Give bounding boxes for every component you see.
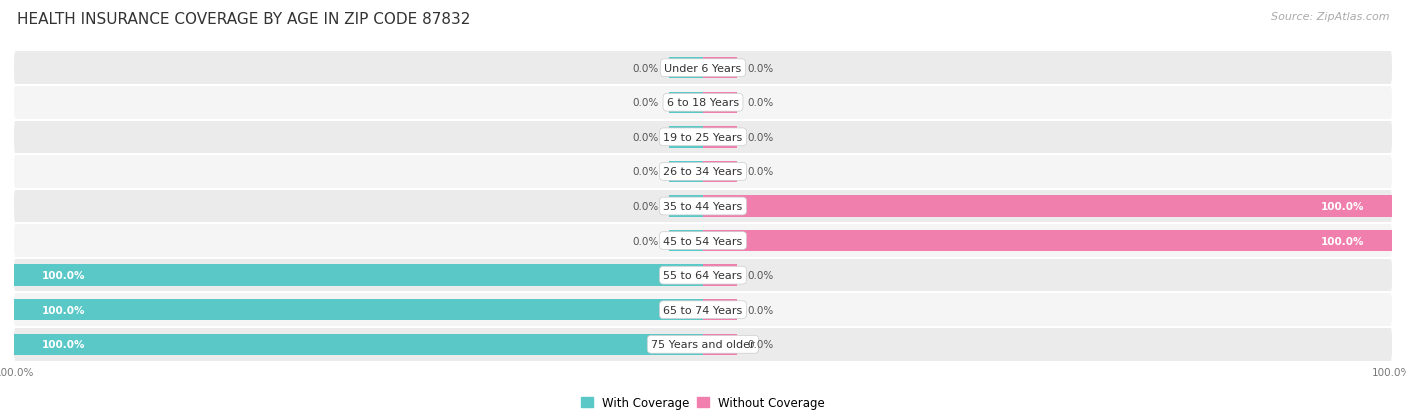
Text: 0.0%: 0.0% (748, 167, 775, 177)
Text: 0.0%: 0.0% (748, 98, 775, 108)
Bar (703, 299, 738, 320)
Text: 65 to 74 Years: 65 to 74 Years (664, 305, 742, 315)
Text: 0.0%: 0.0% (748, 133, 775, 142)
Text: Under 6 Years: Under 6 Years (665, 64, 741, 74)
FancyBboxPatch shape (14, 120, 1392, 155)
Bar (669, 58, 703, 79)
Text: 0.0%: 0.0% (631, 98, 658, 108)
Text: 100.0%: 100.0% (42, 339, 86, 349)
Text: 0.0%: 0.0% (748, 305, 775, 315)
Bar (703, 161, 738, 183)
Bar (703, 230, 1392, 252)
Text: 75 Years and older: 75 Years and older (651, 339, 755, 349)
Bar (703, 334, 738, 355)
Text: 26 to 34 Years: 26 to 34 Years (664, 167, 742, 177)
Bar (703, 127, 738, 148)
Bar (14, 299, 703, 320)
Text: 6 to 18 Years: 6 to 18 Years (666, 98, 740, 108)
FancyBboxPatch shape (14, 293, 1392, 327)
Text: 100.0%: 100.0% (1320, 236, 1364, 246)
Text: HEALTH INSURANCE COVERAGE BY AGE IN ZIP CODE 87832: HEALTH INSURANCE COVERAGE BY AGE IN ZIP … (17, 12, 470, 27)
Text: 0.0%: 0.0% (631, 64, 658, 74)
FancyBboxPatch shape (14, 86, 1392, 120)
FancyBboxPatch shape (14, 155, 1392, 189)
Bar (703, 265, 738, 286)
Text: 0.0%: 0.0% (631, 133, 658, 142)
Text: Source: ZipAtlas.com: Source: ZipAtlas.com (1271, 12, 1389, 22)
Bar (669, 161, 703, 183)
Text: 0.0%: 0.0% (748, 339, 775, 349)
Text: 35 to 44 Years: 35 to 44 Years (664, 202, 742, 211)
Bar (669, 127, 703, 148)
FancyBboxPatch shape (14, 258, 1392, 293)
Text: 100.0%: 100.0% (42, 305, 86, 315)
Text: 0.0%: 0.0% (631, 202, 658, 211)
Text: 0.0%: 0.0% (631, 236, 658, 246)
Bar (703, 196, 1392, 217)
FancyBboxPatch shape (14, 327, 1392, 362)
FancyBboxPatch shape (14, 224, 1392, 258)
Bar (14, 334, 703, 355)
Bar (14, 265, 703, 286)
Bar (669, 230, 703, 252)
Text: 0.0%: 0.0% (631, 167, 658, 177)
Bar (669, 196, 703, 217)
Text: 100.0%: 100.0% (1320, 202, 1364, 211)
Text: 19 to 25 Years: 19 to 25 Years (664, 133, 742, 142)
Bar (669, 93, 703, 114)
Text: 0.0%: 0.0% (748, 64, 775, 74)
Text: 45 to 54 Years: 45 to 54 Years (664, 236, 742, 246)
FancyBboxPatch shape (14, 189, 1392, 224)
FancyBboxPatch shape (14, 51, 1392, 86)
Bar (703, 58, 738, 79)
Text: 0.0%: 0.0% (748, 271, 775, 280)
Text: 100.0%: 100.0% (42, 271, 86, 280)
Legend: With Coverage, Without Coverage: With Coverage, Without Coverage (576, 392, 830, 413)
Bar (703, 93, 738, 114)
Text: 55 to 64 Years: 55 to 64 Years (664, 271, 742, 280)
